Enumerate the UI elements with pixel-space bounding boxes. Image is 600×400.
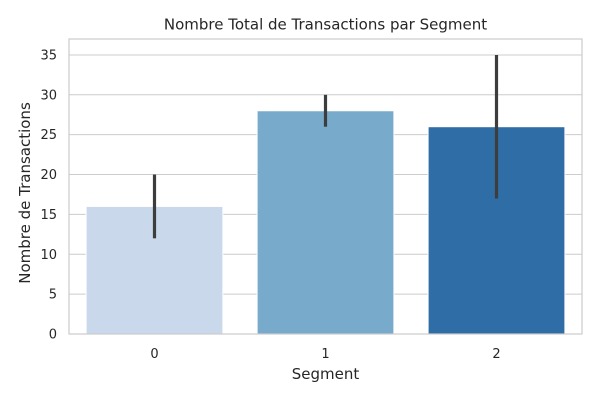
x-tick-label: 0 (150, 347, 158, 362)
y-tick-label: 5 (49, 288, 57, 303)
bar-segment-1 (256, 110, 395, 335)
y-tick-label: 0 (49, 328, 57, 343)
y-tick-label: 30 (40, 88, 57, 103)
chart-title: Nombre Total de Transactions par Segment (164, 16, 487, 34)
y-tick-label: 20 (40, 168, 57, 183)
y-tick-label: 15 (40, 208, 57, 223)
x-tick-label: 2 (492, 347, 500, 362)
x-tick-label: 1 (321, 347, 329, 362)
plot-frame (68, 38, 583, 335)
x-axis-label: Segment (292, 365, 360, 383)
error-bars (152, 54, 499, 239)
y-tick-label: 10 (40, 248, 57, 263)
x-tick-labels: 0 1 2 (150, 347, 500, 362)
y-tick-label: 25 (40, 128, 57, 143)
y-tick-labels: 0 5 10 15 20 25 30 35 (40, 48, 57, 342)
y-tick-label: 35 (40, 48, 57, 63)
bars (85, 110, 566, 335)
y-axis-label: Nombre de Transactions (16, 102, 34, 284)
